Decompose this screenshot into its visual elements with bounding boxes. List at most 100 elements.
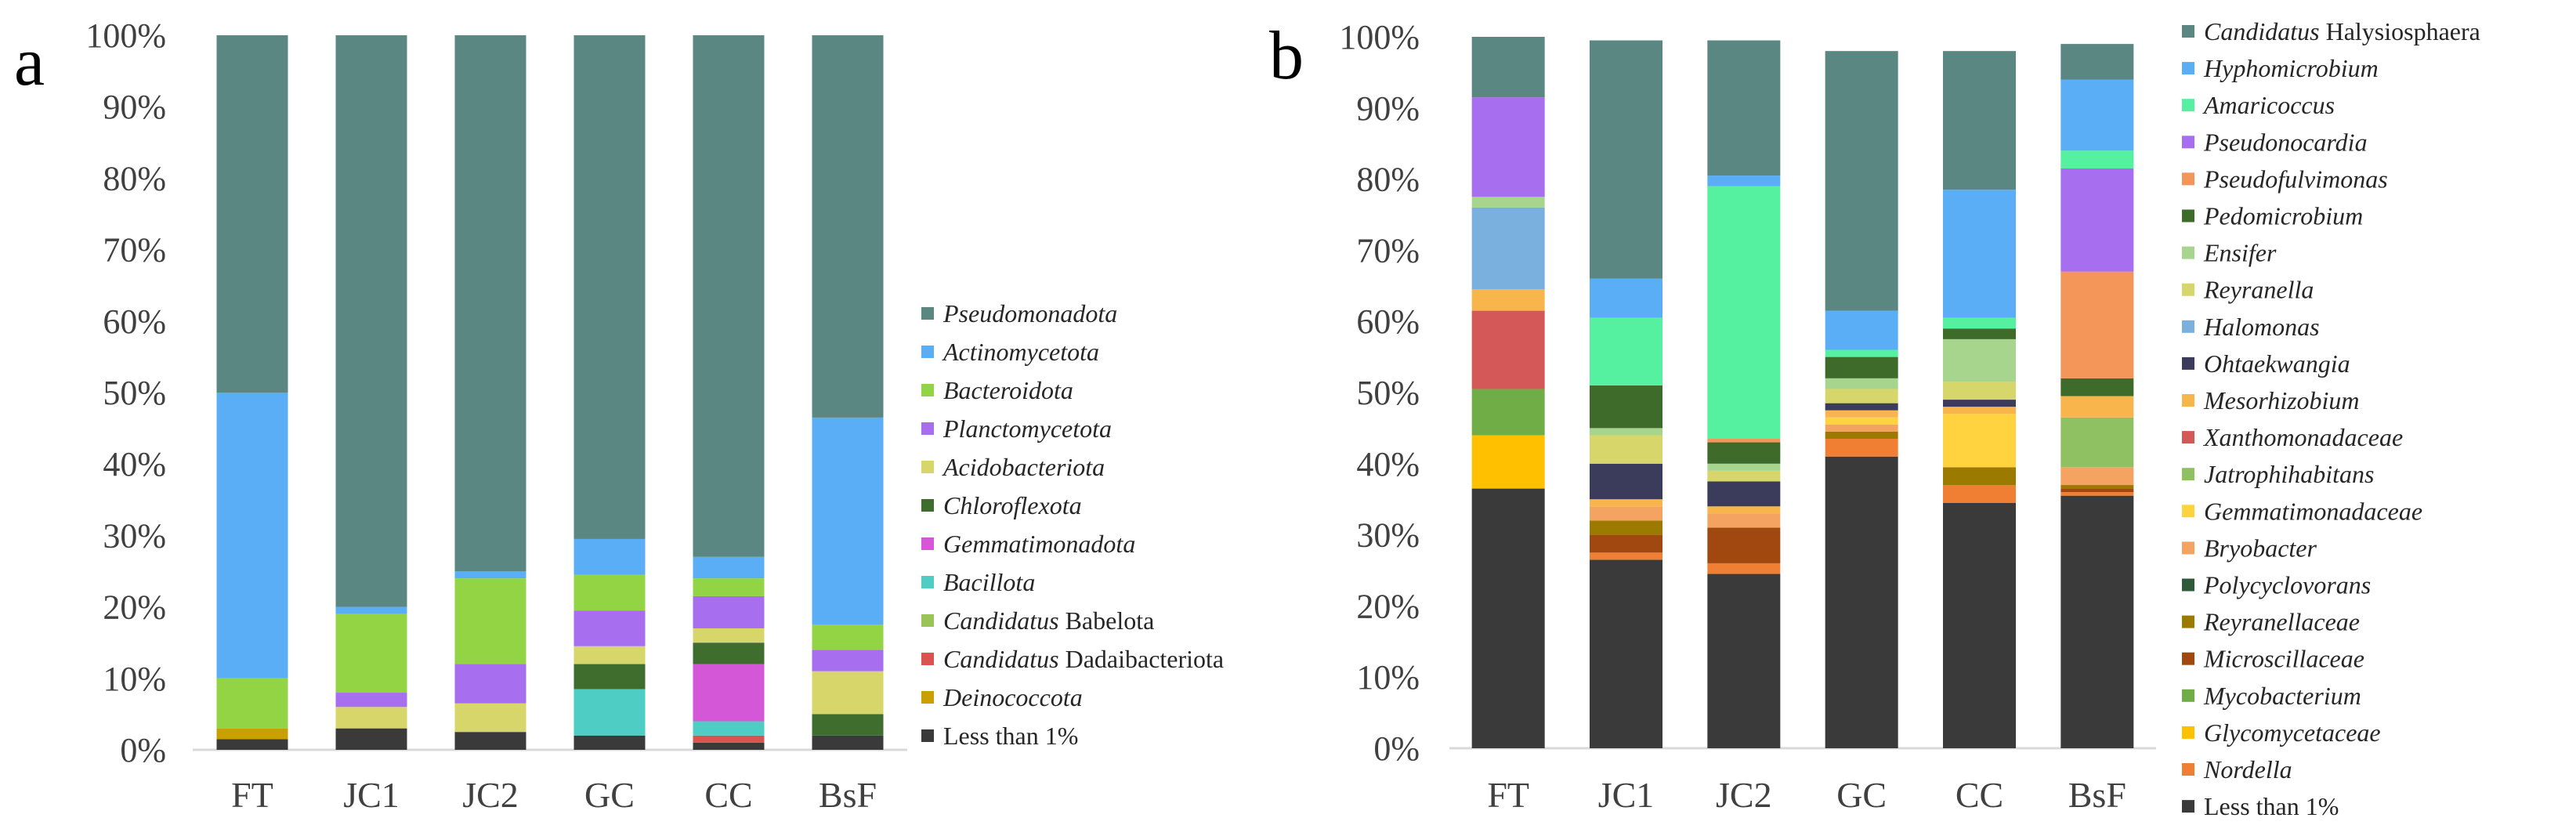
bar-segment-gc-reyranella bbox=[1825, 389, 1898, 404]
legend-label-acidobacteriota: Acidobacteriota bbox=[942, 453, 1105, 481]
legend-swatch-nordella bbox=[2182, 763, 2194, 776]
bar-segment-ft-xanthomonadaceae bbox=[1471, 310, 1545, 389]
bar-segment-bsf-pseudonocardia bbox=[2060, 168, 2134, 272]
bar-segment-cc-chloroflexota bbox=[693, 642, 765, 664]
y-tick-label: 40% bbox=[103, 445, 166, 483]
bar-segment-jc1-nordella bbox=[1590, 552, 1662, 560]
panel-b: b 0% 10% 20% 30% 40% 50% 60% 70% 80% 90% 100% FT JC1 J… bbox=[1269, 17, 2480, 820]
bar-segment-ft-actinomycetota bbox=[216, 393, 288, 679]
legend-swatch-reyranella bbox=[2182, 283, 2194, 296]
bar-segment-bsf-pedomicrobium bbox=[2060, 378, 2134, 396]
legend-label-pseudofulvimonas: Pseudofulvimonas bbox=[2203, 165, 2388, 193]
y-tick-label: 40% bbox=[1356, 445, 1420, 483]
bar-segment-jc2-bacteroidota bbox=[454, 578, 526, 664]
bar-segment-jc1-bryobacter bbox=[1590, 506, 1662, 521]
legend-swatch-reyranellaceae bbox=[2182, 615, 2194, 628]
legend-swatch-microscillaceae bbox=[2182, 652, 2194, 665]
bar-segment-bsf-reyranellaceae bbox=[2060, 485, 2134, 489]
legend-swatch-chloroflexota bbox=[921, 499, 934, 512]
bar-segment-bsf-acidobacteriota bbox=[812, 671, 884, 715]
bar-segment-ft-ensifer bbox=[1471, 197, 1545, 208]
bar-segment-jc1-planctomycetota bbox=[335, 693, 407, 708]
bar-segment-bsf-mesorhizobium bbox=[2060, 396, 2134, 418]
legend-swatch-jatrophihabitans bbox=[2182, 468, 2194, 481]
bar-segment-jc2-less-than-1 bbox=[1707, 574, 1781, 748]
bar-segment-jc2-less-than-1 bbox=[454, 732, 526, 750]
bar-segment-ft-mesorhizobium bbox=[1471, 289, 1545, 311]
bar-segment-cc-pedomicrobium bbox=[1943, 328, 2016, 339]
legend-swatch-mesorhizobium bbox=[2182, 394, 2194, 407]
legend-swatch-halomonas bbox=[2182, 320, 2194, 333]
bar-segment-gc-mesorhizobium bbox=[1825, 410, 1898, 418]
x-tick-label-jc2: JC2 bbox=[462, 775, 519, 815]
legend-label-amaricoccus: Amaricoccus bbox=[2202, 91, 2335, 119]
bar-segment-ft-pseudonocardia bbox=[1471, 97, 1545, 197]
bar-segment-cc-pseudomonadota bbox=[693, 35, 765, 557]
bar-segment-cc-hyphomicrobium bbox=[1943, 190, 2016, 318]
bar-segment-cc-actinomycetota bbox=[693, 556, 765, 579]
bar-segment-jc2-pseudofulvimonas bbox=[1707, 439, 1781, 443]
legend-label-nordella: Nordella bbox=[2203, 755, 2292, 784]
x-tick-label-jc2: JC2 bbox=[1716, 775, 1772, 815]
y-tick-label: 80% bbox=[103, 159, 166, 197]
bar-segment-gc-ohtaekwangia bbox=[1825, 403, 1898, 411]
legend-label-xanthomonadaceae: Xanthomonadaceae bbox=[2202, 423, 2403, 451]
legend-swatch-candidatus-dadaibacteriota bbox=[921, 653, 934, 665]
bar-segment-gc-acidobacteriota bbox=[573, 646, 646, 664]
bar-segment-gc-less-than-1 bbox=[573, 735, 646, 750]
bar-segment-bsf-bryobacter bbox=[2060, 467, 2134, 486]
legend-label-less-than-1: Less than 1% bbox=[2204, 792, 2339, 820]
bar-segment-ft-less-than-1 bbox=[1471, 488, 1545, 748]
bar-segment-jc2-reyranella bbox=[1707, 470, 1781, 482]
legend-label-jatrophihabitans: Jatrophihabitans bbox=[2204, 460, 2374, 488]
bar-segment-bsf-bacteroidota bbox=[812, 624, 884, 650]
y-tick-label: 20% bbox=[103, 588, 166, 627]
bar-segment-jc1-less-than-1 bbox=[335, 728, 407, 750]
panel-a: a 0% 10% 20% 30% 40% 50% 60% 70% 80% 90% 100% FT JC1 J… bbox=[14, 16, 1224, 815]
y-tick-label: 70% bbox=[103, 231, 166, 270]
legend-label-deinococcota: Deinococcota bbox=[942, 683, 1083, 711]
bar-segment-gc-pseudomonadota bbox=[573, 35, 646, 539]
bar-segment-cc-bacteroidota bbox=[693, 578, 765, 596]
x-tick-label-bsf: BsF bbox=[2068, 775, 2126, 815]
x-tick-label-jc1: JC1 bbox=[1598, 775, 1655, 815]
bar-segment-jc1-acidobacteriota bbox=[335, 707, 407, 729]
bar-segment-gc-amaricoccus bbox=[1825, 349, 1898, 357]
bar-segment-gc-nordella bbox=[1825, 439, 1898, 457]
legend-label-candidatus-halysiosphaera: Candidatus Halysiosphaera bbox=[2204, 17, 2480, 45]
y-tick-label: 80% bbox=[1356, 161, 1420, 199]
bar-segment-gc-chloroflexota bbox=[573, 664, 646, 689]
bar-segment-gc-gemmatimonadaceae bbox=[1825, 417, 1898, 425]
bar-segment-cc-reyranella bbox=[1943, 382, 2016, 400]
bar-segment-jc2-nordella bbox=[1707, 563, 1781, 574]
bar-segment-cc-candidatus-halysiosphaera bbox=[1943, 51, 2016, 190]
legend-label-microscillaceae: Microscillaceae bbox=[2203, 645, 2364, 673]
bar-segment-cc-ohtaekwangia bbox=[1943, 400, 2016, 407]
legend-swatch-ohtaekwangia bbox=[2182, 356, 2194, 370]
bar-segment-bsf-microscillaceae bbox=[2060, 488, 2134, 493]
y-tick-label: 30% bbox=[1356, 516, 1420, 555]
legend-label-hyphomicrobium: Hyphomicrobium bbox=[2203, 54, 2379, 82]
y-tick-label: 100% bbox=[1339, 18, 1420, 56]
legend-label-mesorhizobium: Mesorhizobium bbox=[2203, 386, 2360, 414]
legend-label-mycobacterium: Mycobacterium bbox=[2203, 682, 2361, 710]
x-tick-label-bsf: BsF bbox=[819, 775, 877, 815]
bar-segment-ft-pseudomonadota bbox=[216, 35, 288, 393]
bar-segment-bsf-jatrophihabitans bbox=[2060, 417, 2134, 468]
legend-label-ohtaekwangia: Ohtaekwangia bbox=[2204, 349, 2350, 378]
x-tick-label-jc1: JC1 bbox=[343, 775, 400, 815]
bar-segment-jc1-actinomycetota bbox=[335, 606, 407, 614]
panel-letter: a bbox=[14, 24, 45, 100]
legend-label-bryobacter: Bryobacter bbox=[2204, 534, 2317, 562]
bar-segment-jc1-hyphomicrobium bbox=[1590, 278, 1662, 318]
bar-segment-jc2-hyphomicrobium bbox=[1707, 176, 1781, 186]
y-tick-label: 60% bbox=[103, 302, 166, 341]
y-tick-label: 10% bbox=[103, 660, 166, 698]
bar-segment-jc2-amaricoccus bbox=[1707, 186, 1781, 440]
bar-segment-jc2-pedomicrobium bbox=[1707, 442, 1781, 464]
bar-segment-jc2-acidobacteriota bbox=[454, 703, 526, 733]
bar-segment-bsf-nordella bbox=[2060, 492, 2134, 496]
bar-segment-bsf-less-than-1 bbox=[2060, 495, 2134, 748]
bar-segment-gc-actinomycetota bbox=[573, 538, 646, 575]
